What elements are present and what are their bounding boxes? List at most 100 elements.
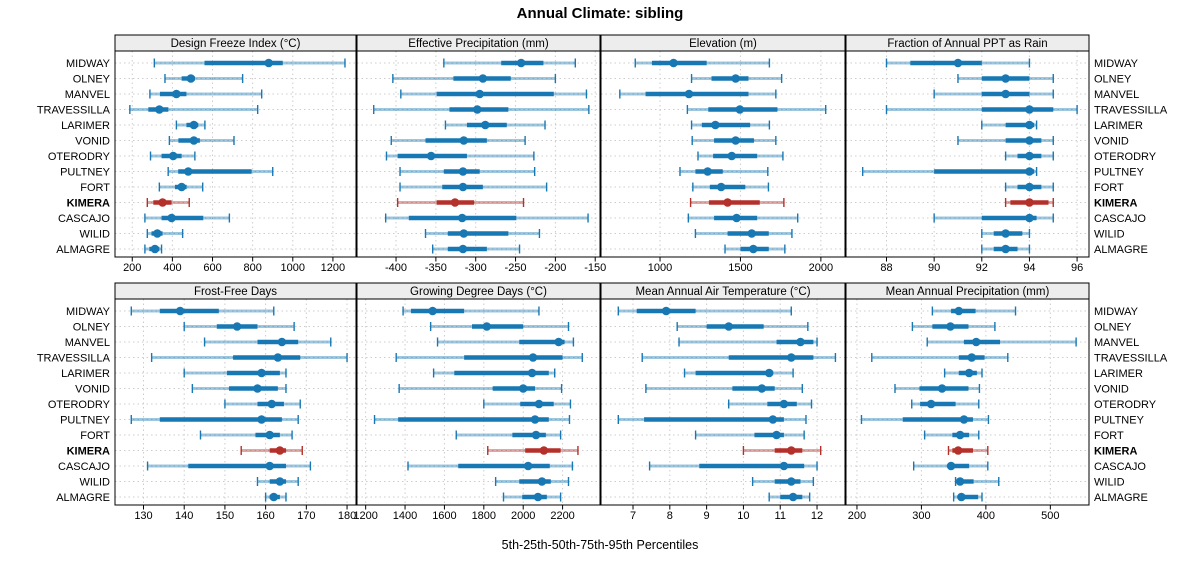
x-axis: 1200 1400 1600 1800 2000 2200 [353,505,575,522]
median-dot [661,306,671,316]
panel-strip-title: Elevation (m) [689,38,757,50]
series-row-larimer [175,120,206,130]
tick-label: 8 [667,510,673,522]
series-row-larimer [432,368,556,378]
tick-label: 90 [928,262,940,274]
panel-strip-title: Frost-Free Days [194,286,277,298]
station-label-right-fort: FORT [1094,430,1124,442]
median-dot [183,167,193,176]
series-row-cascajo [687,213,799,223]
median-dot [703,167,712,176]
median-dot [457,213,467,223]
station-label-left-kimera: KIMERA [67,446,110,458]
median-dot [533,492,543,502]
median-dot [1025,136,1034,145]
median-dot [478,74,488,83]
series-row-wilid [256,477,299,486]
median-dot [955,477,965,486]
median-dot [757,384,767,393]
station-label-left-wilid: WILID [79,229,110,241]
median-dot [747,229,757,238]
tick-label: 1000 [648,262,672,274]
panel-border [600,50,846,258]
tick-label: 1800 [472,510,496,522]
median-dot [458,182,468,192]
station-label-right-wilid: WILID [1094,477,1125,489]
series-row-kimera [742,446,822,455]
station-label-left-manvel: MANVEL [65,89,110,101]
series-row-cascajo [144,213,231,223]
series-row-vonid [645,384,804,393]
median-dot [1025,182,1034,192]
series-row-oterodry [149,151,196,161]
median-dot [684,89,694,99]
tick-label: 140 [175,510,193,522]
median-dot [957,492,966,502]
series-row-midway [931,306,1017,316]
panels-layer: Design Freeze Index (°C) 200 400 600 800 1000… [114,34,1090,522]
series-row-pultney [399,167,536,176]
series-row-kimera [947,446,989,455]
series-row-midway [153,58,346,68]
station-label-right-travessilla: TRAVESSILLA [1094,105,1168,117]
station-label-left-fort: FORT [80,182,110,194]
station-label-left-vonid: VONID [75,384,110,396]
median-dot [971,337,981,347]
station-label-left-almagre: ALMAGRE [56,492,110,504]
station-label-right-pultney: PULTNEY [1094,415,1145,427]
median-dot [788,492,798,502]
median-dot [1001,89,1010,99]
station-label-left-oterodry: OTERODRY [48,399,111,411]
median-dot [273,353,283,362]
series-row-travessilla [885,105,1078,114]
median-dot [267,399,277,409]
series-row-cascajo [407,461,574,471]
station-label-left-manvel: MANVEL [65,337,110,349]
tick-label: 160 [256,510,274,522]
panel-growing-degree-days-c: Growing Degree Days (°C) 1200 1400 1600 1800… [353,282,601,522]
station-label-left-cascajo: CASCAJO [58,461,110,473]
tick-label: 600 [203,262,221,274]
median-dot [723,198,732,207]
median-dot [530,415,540,424]
median-dot [953,446,963,455]
median-dot [953,58,963,68]
station-label-right-vonid: VONID [1094,136,1129,148]
median-dot [153,229,162,238]
series-row-olney [429,322,570,331]
tick-label: 1500 [728,262,752,274]
tick-label: -300 [465,262,487,274]
gridlines [846,51,1089,257]
tick-label: 94 [1023,262,1035,274]
series-row-pultney [861,167,1038,176]
series-row-olney [183,322,295,331]
series-row-pultney [130,415,299,424]
median-dot [175,306,185,316]
median-dot [265,461,274,471]
station-label-right-olney: OLNEY [1094,322,1132,334]
panel-strip-title: Mean Annual Air Temperature (°C) [635,286,810,298]
x-axis: 200 400 600 800 1000 1200 [123,257,345,274]
series-row-kimera [689,198,785,207]
median-dot [516,58,526,68]
series-row-pultney [373,415,571,424]
median-dot [735,105,745,114]
median-dot [1001,244,1010,254]
series-row-vonid [168,136,235,145]
median-dot [946,322,955,331]
station-label-left-olney: OLNEY [73,74,111,86]
tick-label: 130 [134,510,152,522]
tick-label: 170 [297,510,315,522]
series-row-cascajo [648,461,818,471]
tick-label: 9 [704,510,710,522]
series-row-cascajo [912,461,989,471]
median-dot [428,306,437,316]
series-row-midway [634,58,771,68]
series-row-olney [392,74,557,83]
x-axis: 88 90 92 94 96 [880,257,1083,274]
series-row-oterodry [483,399,572,409]
median-dot [232,322,242,331]
station-label-left-travessilla: TRAVESSILLA [37,105,111,117]
series-row-larimer [690,120,771,130]
